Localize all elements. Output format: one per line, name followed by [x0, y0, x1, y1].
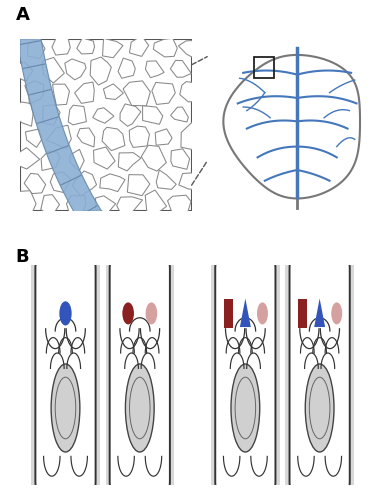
FancyBboxPatch shape	[20, 39, 192, 211]
Polygon shape	[41, 151, 60, 171]
Polygon shape	[14, 190, 36, 216]
Polygon shape	[25, 129, 42, 148]
Polygon shape	[152, 82, 175, 104]
Polygon shape	[100, 174, 125, 192]
Polygon shape	[28, 38, 45, 58]
Polygon shape	[102, 38, 123, 58]
Polygon shape	[13, 148, 40, 169]
Polygon shape	[118, 152, 141, 171]
FancyBboxPatch shape	[298, 299, 307, 328]
FancyBboxPatch shape	[282, 252, 358, 498]
Polygon shape	[90, 57, 111, 85]
Polygon shape	[170, 60, 191, 77]
Polygon shape	[11, 102, 33, 126]
Polygon shape	[16, 34, 103, 226]
Polygon shape	[314, 298, 325, 327]
Polygon shape	[68, 105, 86, 125]
Polygon shape	[14, 62, 33, 82]
Polygon shape	[77, 38, 95, 54]
Polygon shape	[155, 129, 172, 145]
Polygon shape	[41, 194, 59, 216]
FancyBboxPatch shape	[109, 256, 170, 494]
Polygon shape	[141, 145, 167, 171]
Polygon shape	[50, 172, 71, 193]
Polygon shape	[65, 59, 86, 80]
Polygon shape	[145, 190, 167, 214]
Polygon shape	[171, 149, 190, 170]
Polygon shape	[52, 37, 70, 55]
Ellipse shape	[305, 364, 334, 452]
Polygon shape	[75, 82, 94, 104]
Polygon shape	[143, 106, 163, 124]
Ellipse shape	[59, 302, 72, 326]
Text: B: B	[16, 248, 29, 266]
Polygon shape	[181, 122, 205, 150]
Polygon shape	[129, 36, 149, 56]
Ellipse shape	[122, 302, 134, 324]
Polygon shape	[77, 128, 95, 147]
Ellipse shape	[126, 364, 154, 452]
Polygon shape	[145, 61, 164, 78]
Ellipse shape	[257, 302, 268, 324]
Polygon shape	[170, 107, 188, 122]
Polygon shape	[53, 84, 70, 105]
Text: A: A	[16, 6, 29, 24]
Polygon shape	[24, 174, 46, 194]
Polygon shape	[93, 108, 114, 123]
Polygon shape	[178, 40, 202, 58]
Polygon shape	[95, 196, 116, 213]
FancyBboxPatch shape	[27, 252, 104, 498]
Ellipse shape	[231, 364, 260, 452]
Polygon shape	[129, 126, 149, 148]
FancyBboxPatch shape	[207, 252, 284, 498]
Polygon shape	[47, 125, 71, 148]
Polygon shape	[66, 196, 86, 214]
Polygon shape	[179, 172, 201, 190]
Polygon shape	[120, 104, 141, 126]
FancyBboxPatch shape	[215, 256, 276, 494]
Polygon shape	[180, 82, 203, 102]
FancyBboxPatch shape	[102, 252, 178, 498]
Polygon shape	[168, 195, 191, 215]
Polygon shape	[70, 150, 84, 171]
FancyBboxPatch shape	[224, 299, 233, 328]
Polygon shape	[104, 84, 124, 100]
Polygon shape	[240, 298, 251, 327]
Polygon shape	[153, 38, 177, 57]
Polygon shape	[43, 58, 65, 83]
FancyBboxPatch shape	[289, 256, 350, 494]
Polygon shape	[43, 105, 60, 125]
Polygon shape	[156, 170, 176, 190]
Ellipse shape	[331, 302, 342, 324]
FancyBboxPatch shape	[36, 256, 95, 494]
Polygon shape	[102, 128, 125, 150]
Ellipse shape	[51, 364, 80, 452]
Polygon shape	[127, 174, 150, 196]
Polygon shape	[118, 58, 135, 78]
Polygon shape	[93, 147, 115, 169]
Polygon shape	[123, 81, 151, 106]
Polygon shape	[117, 197, 143, 217]
Polygon shape	[72, 171, 97, 196]
Ellipse shape	[145, 302, 157, 324]
Polygon shape	[25, 81, 44, 104]
